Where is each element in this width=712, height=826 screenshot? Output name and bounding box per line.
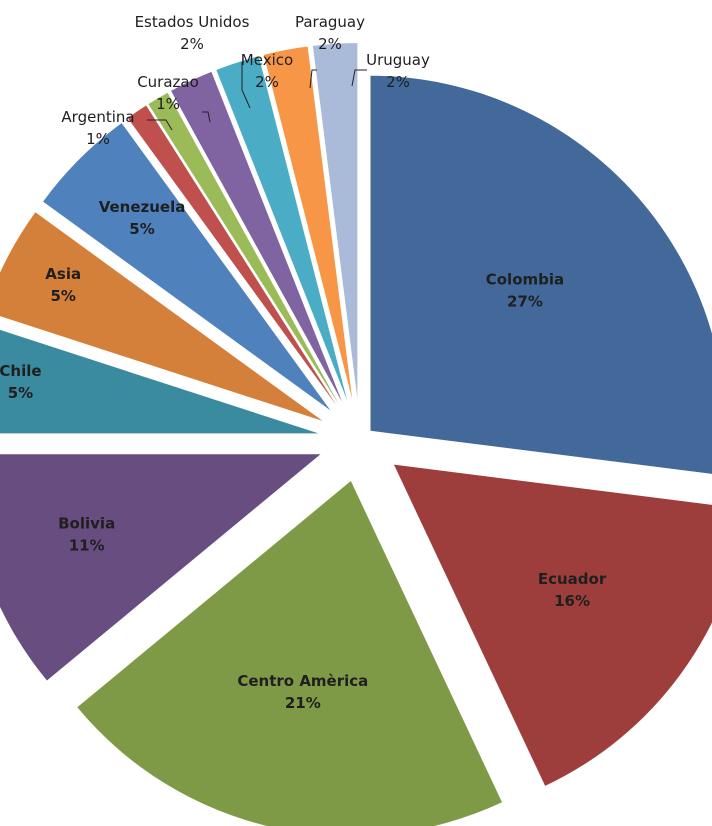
pie-slice-centro-america bbox=[77, 480, 502, 826]
pie-slice-colombia bbox=[370, 75, 712, 474]
slice-percent-argentina: 1% bbox=[86, 130, 110, 148]
pie-slice-curazao bbox=[148, 92, 339, 404]
slice-label-bolivia: Bolivia bbox=[58, 514, 115, 532]
slice-percent-asia: 5% bbox=[50, 287, 75, 305]
slice-percent-colombia: 27% bbox=[507, 293, 543, 311]
leader-lines bbox=[147, 62, 367, 131]
slice-percent-estados-unidos: 2% bbox=[180, 35, 204, 53]
slice-percent-chile: 5% bbox=[8, 384, 33, 402]
slice-label-paraguay: Paraguay bbox=[295, 13, 365, 31]
slice-percent-venezuela: 5% bbox=[129, 220, 154, 238]
slice-label-curazao: Curazao bbox=[137, 73, 199, 91]
leader-line-uruguay bbox=[351, 69, 367, 87]
pie-slice-uruguay bbox=[312, 43, 358, 399]
pie-slice-chile bbox=[0, 329, 319, 434]
pie-slices bbox=[0, 43, 712, 826]
slice-percent-curazao: 1% bbox=[156, 95, 180, 113]
pie-slice-bolivia bbox=[0, 454, 321, 681]
slice-percent-paraguay: 2% bbox=[318, 35, 342, 53]
leader-line-paraguay bbox=[309, 69, 317, 89]
slice-label-argentina: Argentina bbox=[61, 108, 134, 126]
slice-percent-centro-america: 21% bbox=[285, 694, 321, 712]
pie-slice-mexico bbox=[171, 71, 343, 402]
leader-line-argentina bbox=[147, 119, 173, 131]
slice-label-centro-america: Centro Amèrica bbox=[237, 672, 368, 690]
pie-slice-paraguay bbox=[263, 46, 353, 399]
pie-slice-estados-unidos bbox=[216, 56, 348, 401]
slice-percent-mexico: 2% bbox=[255, 73, 279, 91]
leader-line-curazao bbox=[202, 111, 211, 123]
slice-percent-ecuador: 16% bbox=[554, 592, 590, 610]
slice-label-colombia: Colombia bbox=[486, 271, 564, 289]
slice-label-mexico: Mexico bbox=[241, 51, 293, 69]
slice-percent-bolivia: 11% bbox=[69, 536, 105, 554]
slice-label-venezuela: Venezuela bbox=[99, 198, 186, 216]
slice-percent-uruguay: 2% bbox=[386, 73, 410, 91]
slice-label-asia: Asia bbox=[45, 265, 81, 283]
slice-labels: Colombia 27% Ecuador 16% Centro Amèrica 21% Bo… bbox=[0, 13, 607, 712]
slice-label-estados-unidos: Estados Unidos bbox=[135, 13, 250, 31]
slice-label-uruguay: Uruguay bbox=[366, 51, 430, 69]
pie-slice-asia bbox=[0, 212, 323, 421]
pie-slice-ecuador bbox=[393, 464, 712, 786]
slice-label-chile: Chile bbox=[0, 362, 42, 380]
leader-line-mexico bbox=[241, 62, 251, 109]
pie-slice-venezuela bbox=[43, 123, 331, 411]
pie-slice-argentina bbox=[127, 105, 337, 406]
slice-label-ecuador: Ecuador bbox=[538, 570, 607, 588]
